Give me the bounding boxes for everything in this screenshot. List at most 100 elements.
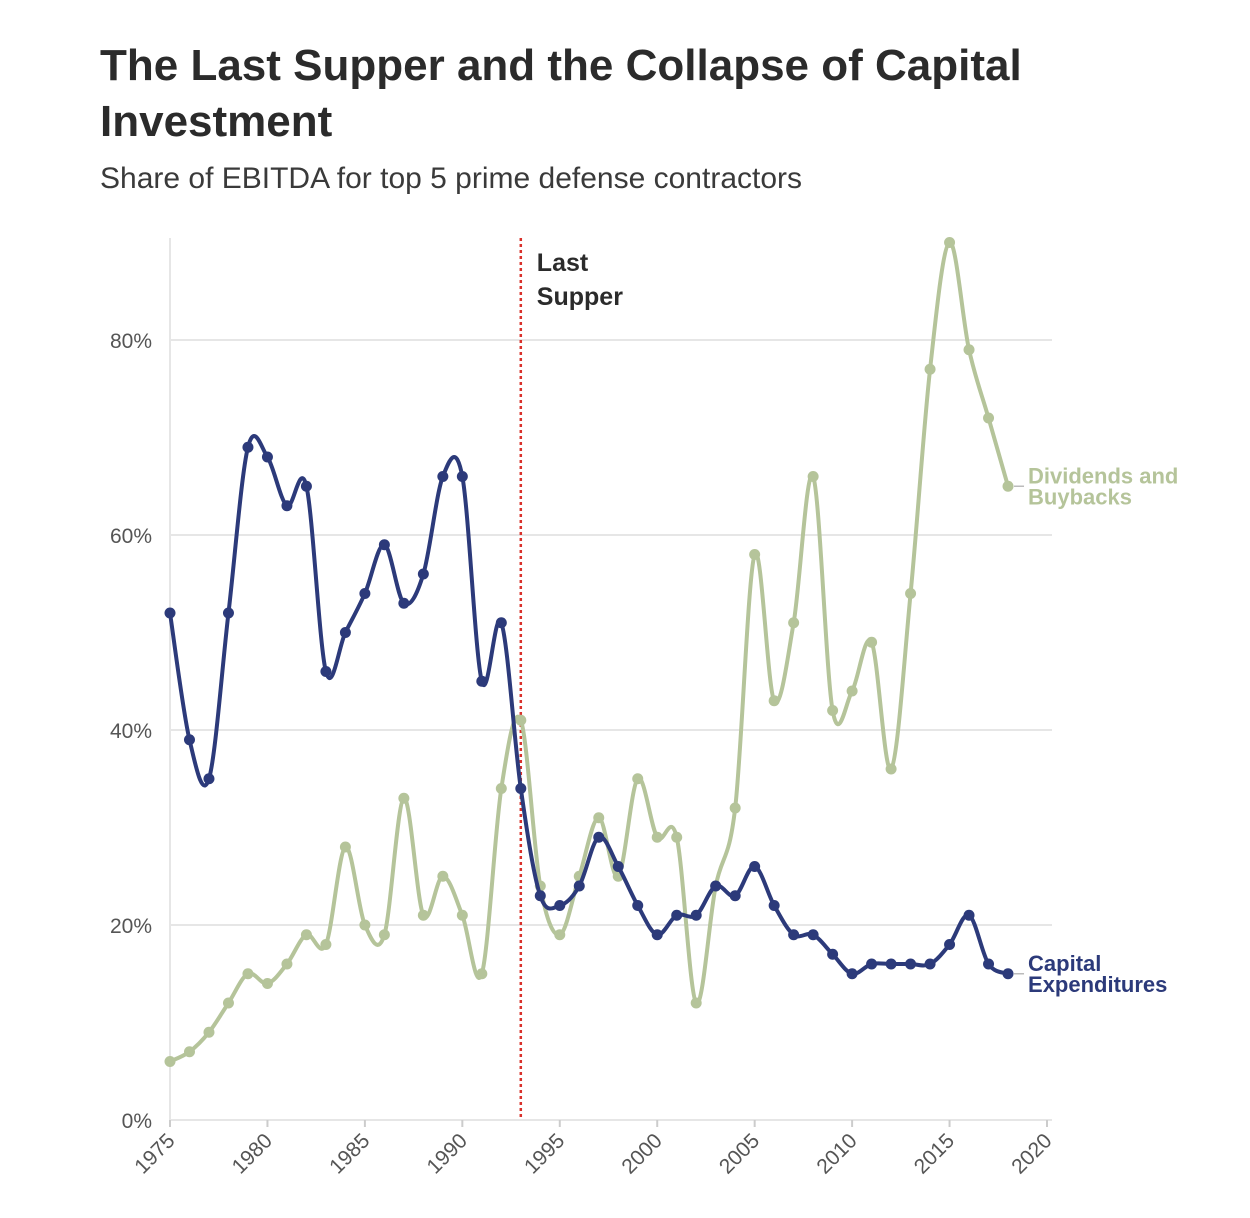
x-tick-label: 1990 (423, 1129, 472, 1178)
capex-data-point (749, 861, 761, 872)
capex-data-point (963, 909, 975, 921)
dividends-data-point (339, 841, 351, 853)
x-tick-label: 2005 (715, 1129, 764, 1178)
capex-data-point (729, 890, 741, 902)
capex-data-point (398, 597, 410, 609)
dividends-data-point (632, 773, 644, 785)
dividends-data-point (690, 997, 702, 1009)
dividends-data-point (476, 968, 488, 980)
dividends-data-point (300, 929, 312, 941)
x-tick-label: 2015 (910, 1129, 959, 1178)
dividends-data-point (963, 344, 975, 356)
capex-series-label: Capital Expenditures (1028, 951, 1167, 997)
y-tick-label: 80% (110, 330, 152, 353)
capex-data-point (710, 880, 722, 892)
dividends-data-point (807, 471, 819, 482)
dividends-data-point (866, 636, 878, 648)
last-supper-label: Last Supper (537, 249, 623, 311)
dividends-data-point (827, 705, 839, 716)
dividends-data-point (437, 870, 449, 882)
capex-data-point (320, 666, 332, 677)
capex-data-point (827, 948, 839, 960)
capex-data-point (242, 441, 254, 453)
capex-data-point (807, 929, 819, 941)
dividends-data-point (398, 792, 410, 804)
capex-data-point (866, 958, 878, 970)
dividends-data-point (203, 1026, 215, 1038)
y-tick-label: 0% (122, 1110, 152, 1133)
capex-data-point (690, 909, 702, 921)
dividends-data-point (593, 812, 605, 824)
capex-data-point (222, 607, 234, 619)
capex-data-point (359, 588, 371, 599)
capex-data-point (554, 900, 566, 911)
capex-data-point (944, 939, 956, 950)
dividends-data-point (768, 695, 780, 707)
dividends-data-point (1002, 480, 1014, 492)
dividends-data-point (749, 549, 761, 560)
dividends-data-point (671, 831, 683, 843)
capex-data-point (300, 480, 312, 492)
capex-data-point (456, 471, 468, 482)
dividends-data-point (281, 958, 293, 970)
capex-data-point (983, 958, 995, 970)
capex-data-point (261, 451, 273, 463)
x-tick-label: 2000 (617, 1129, 666, 1178)
y-tick-label: 40% (110, 720, 152, 743)
x-tick-label: 1995 (520, 1129, 569, 1178)
capex-data-point (671, 909, 683, 921)
chart-subtitle: Share of EBITDA for top 5 prime defense … (100, 162, 803, 195)
dividends-data-point (378, 929, 390, 941)
dividends-data-point (164, 1056, 176, 1067)
dividends-data-point (183, 1046, 195, 1058)
y-tick-label: 20% (110, 915, 152, 938)
dividends-data-point (456, 909, 468, 921)
dividends-data-point (885, 763, 897, 775)
capex-data-point (612, 861, 624, 872)
capex-data-point (905, 958, 917, 970)
x-tick-label: 1980 (228, 1129, 277, 1178)
capex-data-point (164, 607, 176, 619)
capex-data-point (378, 539, 390, 551)
dividends-data-point (924, 363, 936, 375)
dividends-data-point (261, 978, 273, 989)
dividends-data-point (554, 929, 566, 941)
capex-data-point (339, 627, 351, 638)
capex-data-point (593, 831, 605, 843)
dividends-data-point (495, 783, 507, 794)
capex-data-point (515, 783, 527, 794)
dividends-data-point (320, 939, 332, 950)
x-tick-label: 1985 (325, 1129, 374, 1178)
dividends-data-point (242, 968, 254, 980)
dividends-data-point (515, 714, 527, 726)
capex-data-point (885, 958, 897, 970)
dividends-data-point (944, 237, 956, 248)
capex-data-point (437, 471, 449, 482)
capex-data-point (573, 880, 585, 892)
dividends-data-point (359, 919, 371, 931)
y-tick-label: 60% (110, 525, 152, 548)
dividends-data-point (983, 412, 995, 424)
capex-data-point (495, 617, 507, 629)
chart-title: The Last Supper and the Collapse of Capi… (100, 41, 1022, 146)
x-tick-label: 2010 (812, 1129, 861, 1178)
dividends-data-point (651, 831, 663, 843)
capex-data-point (632, 900, 644, 911)
capex-data-point (203, 773, 215, 785)
dividends-data-point (788, 617, 800, 629)
capex-data-point (788, 929, 800, 941)
dividends-data-point (729, 802, 741, 814)
capex-data-point (846, 968, 858, 980)
dividends-data-point (846, 685, 858, 697)
dividends-series-line (168, 240, 1011, 1064)
capex-data-point (417, 568, 429, 580)
capex-data-point (281, 500, 293, 512)
x-tick-label: 1975 (130, 1129, 179, 1178)
dividends-series-label: Dividends and Buybacks (1028, 463, 1178, 509)
x-tick-label: 2020 (1007, 1129, 1056, 1178)
dividends-data-point (417, 909, 429, 921)
capex-data-point (1002, 968, 1014, 980)
dividends-data-point (905, 588, 917, 599)
capex-data-point (768, 900, 780, 911)
